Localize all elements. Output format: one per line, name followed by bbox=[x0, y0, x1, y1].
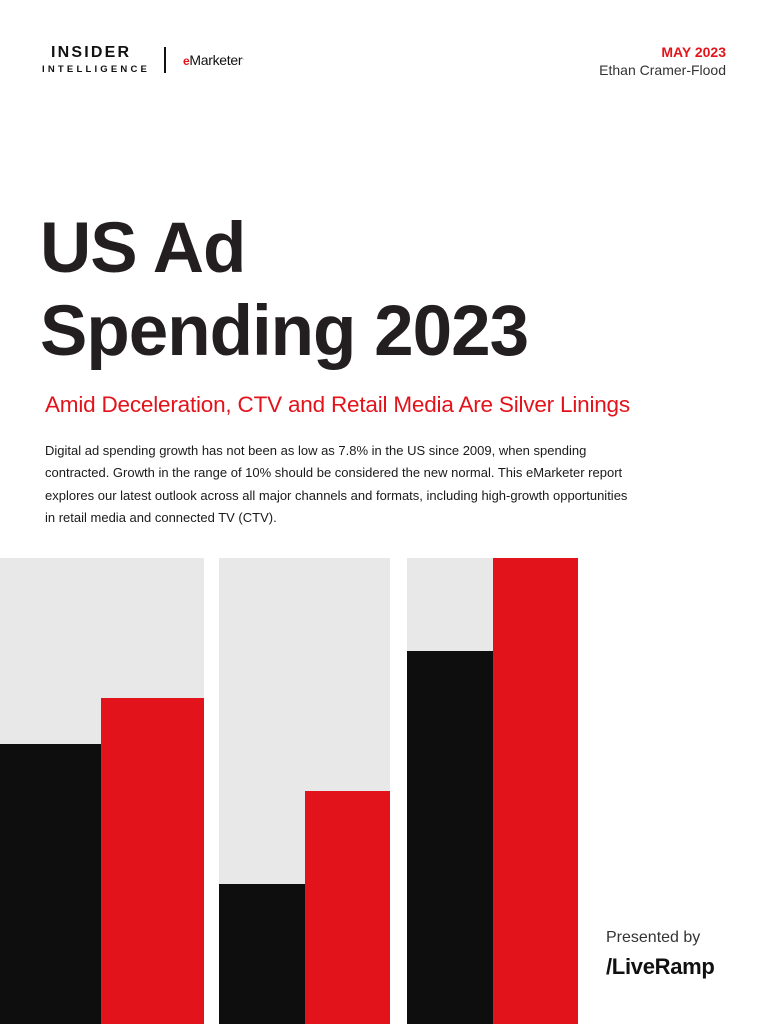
presented-by-label: Presented by bbox=[606, 929, 701, 946]
report-title-line: US Ad bbox=[40, 209, 246, 288]
cover-art-panel bbox=[407, 558, 578, 1024]
report-subtitle: Amid Deceleration, CTV and Retail Media … bbox=[45, 392, 630, 417]
emarketer-logo-text: Marketer bbox=[189, 52, 243, 68]
cover-art-black-bar bbox=[407, 651, 493, 1024]
report-summary-line: Digital ad spending growth has not been … bbox=[45, 443, 587, 458]
cover-art-red-bar bbox=[101, 698, 204, 1024]
insider-intelligence-logo-top: INSIDER bbox=[51, 44, 132, 61]
sponsor-logo: /LiveRamp bbox=[606, 954, 715, 979]
cover-art-red-bar bbox=[493, 558, 578, 1024]
report-summary-line: contracted. Growth in the range of 10% s… bbox=[45, 465, 623, 481]
report-summary: Digital ad spending growth has not been … bbox=[45, 440, 675, 529]
cover-art-red-bar bbox=[305, 791, 390, 1024]
brand-lockup: INSIDER INTELLIGENCE eMarketer. bbox=[42, 44, 342, 78]
emarketer-logo: eMarketer. bbox=[183, 52, 244, 68]
cover-art-panel bbox=[0, 558, 204, 1024]
cover-art-panel bbox=[219, 558, 390, 1024]
cover-art-black-bar bbox=[219, 884, 305, 1024]
report-title: US Ad Spending 2023 bbox=[40, 207, 660, 373]
cover-bar-graphic bbox=[0, 558, 580, 1024]
report-author: Ethan Cramer-Flood bbox=[599, 62, 726, 78]
report-summary-line: in retail media and connected TV (CTV). bbox=[45, 509, 277, 525]
report-summary-line: explores our latest outlook across all m… bbox=[45, 487, 628, 503]
brand-divider bbox=[164, 47, 166, 73]
report-title-line: Spending 2023 bbox=[40, 292, 529, 371]
cover-art-black-bar bbox=[0, 744, 101, 1024]
insider-intelligence-logo-bottom: INTELLIGENCE bbox=[42, 64, 151, 75]
report-date: MAY 2023 bbox=[661, 44, 726, 60]
emarketer-logo-mark: e bbox=[183, 54, 190, 68]
emarketer-logo-tm: . bbox=[242, 55, 244, 62]
